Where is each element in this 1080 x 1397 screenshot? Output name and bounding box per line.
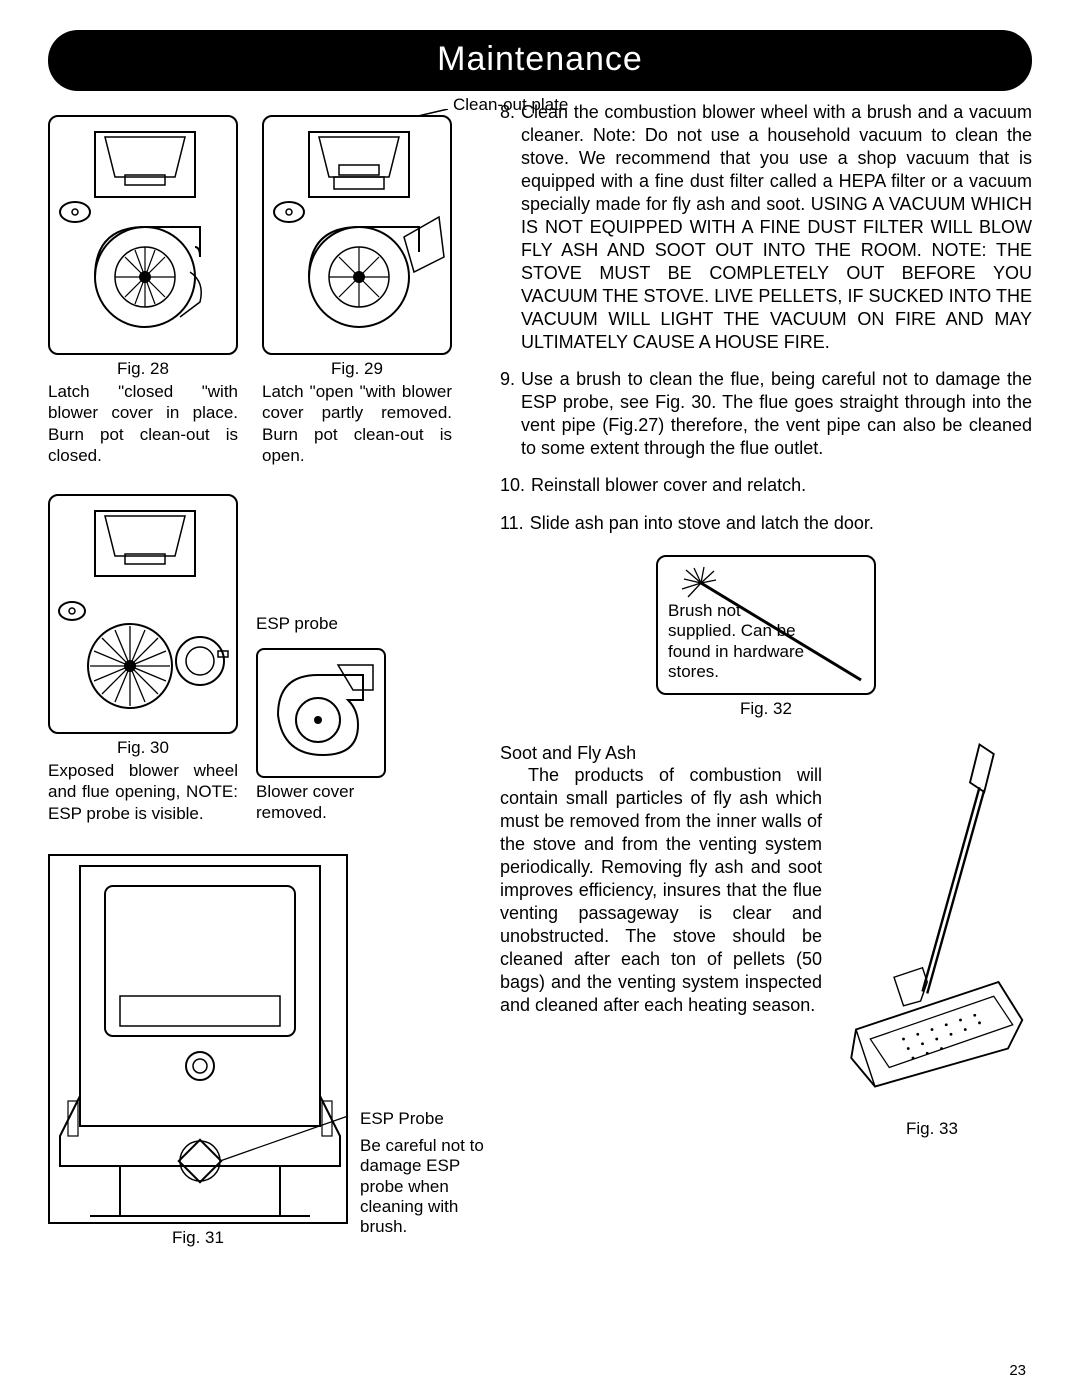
fig29-diagram-icon xyxy=(264,117,454,357)
step-9-num: 9. xyxy=(500,368,515,460)
fig33-block: Fig. 33 xyxy=(832,735,1032,1139)
fig31-block: Fig. 31 xyxy=(48,854,348,1248)
fig32-box: Brush not supplied. Can be found in hard… xyxy=(656,555,876,695)
soot-body: The products of combustion will contain … xyxy=(500,764,822,1017)
blower-cover-label: Blower cover removed. xyxy=(256,782,376,823)
fig30-label: Fig. 30 xyxy=(48,738,238,758)
columns: Fig. 28 Latch "closed "with blower cover… xyxy=(48,97,1032,1248)
step-10: 10. Reinstall blower cover and relatch. xyxy=(500,474,1032,497)
fig33-diagram-icon xyxy=(832,735,1032,1115)
step-8: 8. Clean the combustion blower wheel wit… xyxy=(500,101,1032,354)
step-11-text: Slide ash pan into stove and latch the d… xyxy=(530,512,874,535)
fig33-label: Fig. 33 xyxy=(832,1119,1032,1139)
step-9: 9. Use a brush to clean the flue, being … xyxy=(500,368,1032,460)
page-number: 23 xyxy=(1009,1362,1026,1379)
fig31-callouts: ESP Probe Be careful not to damage ESP p… xyxy=(360,1109,488,1247)
step-9-text: Use a brush to clean the flue, being car… xyxy=(521,368,1032,460)
fig31-diagram-icon xyxy=(50,856,350,1226)
header-bar: Maintenance xyxy=(48,30,1032,91)
step-8-num: 8. xyxy=(500,101,515,354)
fig-row-28-29: Fig. 28 Latch "closed "with blower cover… xyxy=(48,115,488,466)
esp-probe-big-label: ESP Probe xyxy=(360,1109,488,1129)
step-10-text: Reinstall blower cover and relatch. xyxy=(531,474,806,497)
blower-cover-box xyxy=(256,648,386,778)
fig32-label: Fig. 32 xyxy=(500,699,1032,719)
fig31-note: Be careful not to damage ESP probe when … xyxy=(360,1136,488,1238)
soot-heading: Soot and Fly Ash xyxy=(500,743,822,764)
fig30-side: ESP probe Blower cover removed. xyxy=(256,494,386,823)
fig32-note: Brush not supplied. Can be found in hard… xyxy=(668,601,808,683)
soot-section: Soot and Fly Ash The products of combust… xyxy=(500,735,1032,1139)
page: Maintenance Clean-out plate xyxy=(0,0,1080,1397)
fig30-box xyxy=(48,494,238,734)
fig29-desc: Latch "open "with blower cover partly re… xyxy=(262,381,452,466)
fig28-box xyxy=(48,115,238,355)
fig30-diagram-icon xyxy=(50,496,240,736)
cleanout-plate-label: Clean-out plate xyxy=(453,95,568,115)
step-10-num: 10. xyxy=(500,474,525,497)
fig28-block: Fig. 28 Latch "closed "with blower cover… xyxy=(48,115,238,466)
fig31-box xyxy=(48,854,348,1224)
step-11: 11. Slide ash pan into stove and latch t… xyxy=(500,512,1032,535)
esp-probe-label: ESP probe xyxy=(256,614,386,634)
blower-cover-diagram-icon xyxy=(258,650,388,780)
fig29-box xyxy=(262,115,452,355)
fig28-diagram-icon xyxy=(50,117,240,357)
fig29-block: Fig. 29 Latch "open "with blower cover p… xyxy=(262,115,452,466)
fig31-row: Fig. 31 ESP Probe Be careful not to dama… xyxy=(48,854,488,1248)
left-column: Fig. 28 Latch "closed "with blower cover… xyxy=(48,97,488,1248)
step-11-num: 11. xyxy=(500,512,524,535)
fig31-label: Fig. 31 xyxy=(48,1228,348,1248)
right-column: 8. Clean the combustion blower wheel wit… xyxy=(500,97,1032,1248)
step-8-text: Clean the combustion blower wheel with a… xyxy=(521,101,1032,354)
fig30-desc: Exposed blower wheel and flue opening, N… xyxy=(48,760,238,824)
fig29-label: Fig. 29 xyxy=(262,359,452,379)
fig28-label: Fig. 28 xyxy=(48,359,238,379)
page-title: Maintenance xyxy=(437,40,643,78)
fig28-desc: Latch "closed "with blower cover in plac… xyxy=(48,381,238,466)
fig30-row: Fig. 30 Exposed blower wheel and flue op… xyxy=(48,494,488,824)
fig30-block: Fig. 30 Exposed blower wheel and flue op… xyxy=(48,494,238,824)
